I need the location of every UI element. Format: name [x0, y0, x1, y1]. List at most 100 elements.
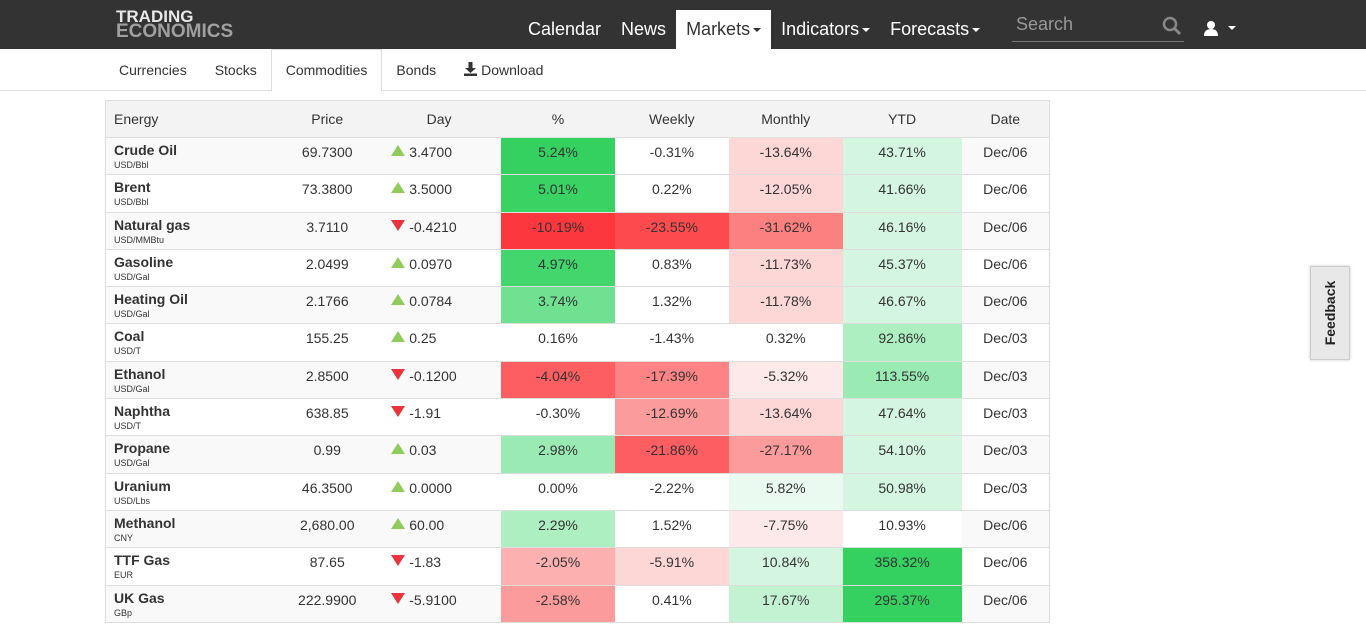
commodity-cell[interactable]: Brent USD/Bbl: [105, 174, 278, 213]
tab-commodities[interactable]: Commodities: [270, 49, 383, 92]
commodity-name[interactable]: UK Gas: [114, 589, 165, 606]
commodity-name[interactable]: Uranium: [114, 477, 171, 494]
column-header-date[interactable]: Date: [961, 100, 1050, 138]
commodity-name[interactable]: Methanol: [114, 514, 176, 531]
commodity-unit: USD/Lbs: [114, 495, 151, 506]
tab-stocks[interactable]: Stocks: [201, 49, 271, 91]
pct-change-cell: -4.04%: [501, 361, 615, 400]
commodity-cell[interactable]: UK Gas GBp: [105, 585, 278, 623]
commodity-name[interactable]: Naphtha: [114, 403, 170, 420]
commodity-unit: CNY: [114, 532, 134, 543]
nav-forecasts[interactable]: Forecasts: [880, 10, 990, 49]
monthly-change-cell: -12.05%: [728, 174, 843, 213]
commodity-unit: USD/Bbl: [114, 160, 149, 170]
commodity-cell[interactable]: Coal USD/T: [105, 323, 278, 362]
table-row[interactable]: Naphtha USD/T 638.85 -1.91 -0.30% -12.69% -13.…: [105, 398, 1050, 437]
logo-line2: ECONOMICS: [116, 21, 234, 42]
table-row[interactable]: TTF Gas EUR 87.65 -1.83 -2.05% -5.91% 10.84% 35…: [105, 547, 1050, 586]
date-cell: Dec/06: [961, 510, 1050, 549]
commodity-cell[interactable]: Crude Oil USD/Bbl: [105, 137, 278, 176]
table-row[interactable]: Gasoline USD/Gal 2.0499 0.0970 4.97% 0.83% -11…: [105, 249, 1050, 288]
commodity-name[interactable]: Natural gas: [114, 216, 191, 233]
commodity-cell[interactable]: Naphtha USD/T: [105, 398, 278, 437]
table-row[interactable]: Propane USD/Gal 0.99 0.03 2.98% -21.86% -27.17…: [105, 435, 1050, 474]
energy-table: Energy Price Day% Weekly Monthly YTD Date Crud…: [105, 100, 1050, 623]
commodity-cell[interactable]: Propane USD/Gal: [105, 435, 278, 474]
table-row[interactable]: Ethanol USD/Gal 2.8500 -0.1200 -4.04% -17.39%…: [105, 361, 1050, 400]
column-header-day[interactable]: Day: [377, 100, 502, 138]
chevron-down-icon: [972, 28, 981, 33]
commodity-name[interactable]: Propane: [114, 440, 171, 457]
ytd-change-cell: 113.55%: [842, 361, 962, 400]
chevron-down-icon: [753, 28, 762, 33]
download-icon: [464, 62, 478, 79]
table-row[interactable]: Natural gas USD/MMBtu 3.7110 -0.4210 -10.19%…: [105, 212, 1050, 250]
logo[interactable]: TRADING ECONOMICS: [116, 8, 234, 42]
day-change-value: -5.9100: [409, 591, 457, 608]
nav-markets[interactable]: Markets: [676, 10, 772, 49]
weekly-change-cell: -17.39%: [614, 361, 729, 400]
search-input[interactable]: [1012, 14, 1152, 35]
tab-bonds[interactable]: Bonds: [382, 49, 450, 91]
commodity-name[interactable]: Gasoline: [114, 253, 174, 270]
commodity-name[interactable]: TTF Gas: [114, 552, 171, 569]
day-change-value: 0.25: [409, 330, 437, 347]
monthly-change-cell: 5.82%: [728, 473, 843, 511]
search-icon[interactable]: [1162, 16, 1182, 41]
tab-currencies[interactable]: Currencies: [105, 49, 201, 91]
date-cell: Dec/06: [961, 137, 1050, 176]
commodity-cell[interactable]: Methanol CNY: [105, 510, 278, 549]
table-row[interactable]: Heating Oil USD/Gal 2.1766 0.0784 3.74% 1.32%…: [105, 286, 1050, 325]
nav-label: News: [621, 19, 667, 39]
commodity-name[interactable]: Heating Oil: [114, 291, 188, 308]
table-row[interactable]: Crude Oil USD/Bbl 69.7300 3.4700 5.24% -0.31%…: [105, 137, 1050, 176]
date-cell: Dec/06: [961, 249, 1050, 288]
tab-download[interactable]: Download: [450, 49, 557, 91]
table-row[interactable]: UK Gas GBp 222.9900 -5.9100 -2.58% 0.41% 17.67…: [105, 585, 1050, 623]
feedback-button[interactable]: Feedback: [1310, 266, 1350, 360]
day-change-cell: 0.0784: [377, 286, 502, 325]
column-header-ytd[interactable]: YTD: [842, 100, 962, 138]
commodity-cell[interactable]: Natural gas USD/MMBtu: [105, 212, 278, 250]
pct-change-cell: 3.74%: [501, 286, 615, 325]
commodity-unit: USD/Gal: [114, 458, 150, 469]
price-cell: 0.99: [277, 435, 378, 474]
commodity-cell[interactable]: Heating Oil USD/Gal: [105, 286, 278, 325]
nav-calendar[interactable]: Calendar: [518, 10, 611, 49]
commodity-cell[interactable]: Uranium USD/Lbs: [105, 473, 278, 511]
commodity-unit: GBp: [114, 607, 133, 618]
table-row[interactable]: Brent USD/Bbl 73.3800 3.5000 5.01% 0.22% -12.0…: [105, 174, 1050, 213]
day-change-cell: -0.1200: [377, 361, 502, 400]
column-header-percent[interactable]: %: [501, 100, 615, 138]
nav-indicators[interactable]: Indicators: [771, 10, 880, 49]
commodity-name[interactable]: Ethanol: [114, 365, 166, 382]
weekly-change-cell: -21.86%: [614, 435, 729, 474]
nav-news[interactable]: News: [611, 10, 676, 49]
column-header-energy[interactable]: Energy: [105, 100, 278, 138]
weekly-change-cell: -5.91%: [614, 547, 729, 586]
market-tabs: Currencies Stocks Commodities Bonds Download: [0, 49, 1366, 92]
table-row[interactable]: Uranium USD/Lbs 46.3500 0.0000 0.00% -2.22% 5.…: [105, 473, 1050, 511]
commodity-cell[interactable]: Ethanol USD/Gal: [105, 361, 278, 400]
table-row[interactable]: Coal USD/T 155.25 0.25 0.16% -1.43% 0.32% 92.86…: [105, 323, 1050, 362]
date-cell: Dec/03: [961, 435, 1050, 474]
column-header-weekly[interactable]: Weekly: [614, 100, 729, 138]
monthly-change-cell: -11.78%: [728, 286, 843, 325]
monthly-change-cell: -27.17%: [728, 435, 843, 474]
commodity-name[interactable]: Coal: [114, 328, 145, 345]
user-menu[interactable]: [1203, 20, 1237, 41]
table-row[interactable]: Methanol CNY 2,680.00 60.00 2.29% 1.52% -7.75%…: [105, 510, 1050, 549]
column-header-price[interactable]: Price: [277, 100, 378, 138]
chevron-down-icon: [862, 28, 871, 33]
column-header-monthly[interactable]: Monthly: [728, 100, 843, 138]
table-header-row: Energy Price Day% Weekly Monthly YTD Date: [105, 100, 1050, 138]
ytd-change-cell: 92.86%: [842, 323, 962, 362]
commodity-unit: USD/T: [114, 421, 141, 432]
commodity-name[interactable]: Crude Oil: [114, 142, 178, 158]
day-change-value: -0.4210: [409, 218, 457, 235]
commodity-name[interactable]: Brent: [114, 179, 151, 196]
price-cell: 3.7110: [277, 212, 378, 250]
commodity-cell[interactable]: TTF Gas EUR: [105, 547, 278, 586]
day-change-value: 0.0784: [409, 293, 453, 310]
commodity-cell[interactable]: Gasoline USD/Gal: [105, 249, 278, 288]
